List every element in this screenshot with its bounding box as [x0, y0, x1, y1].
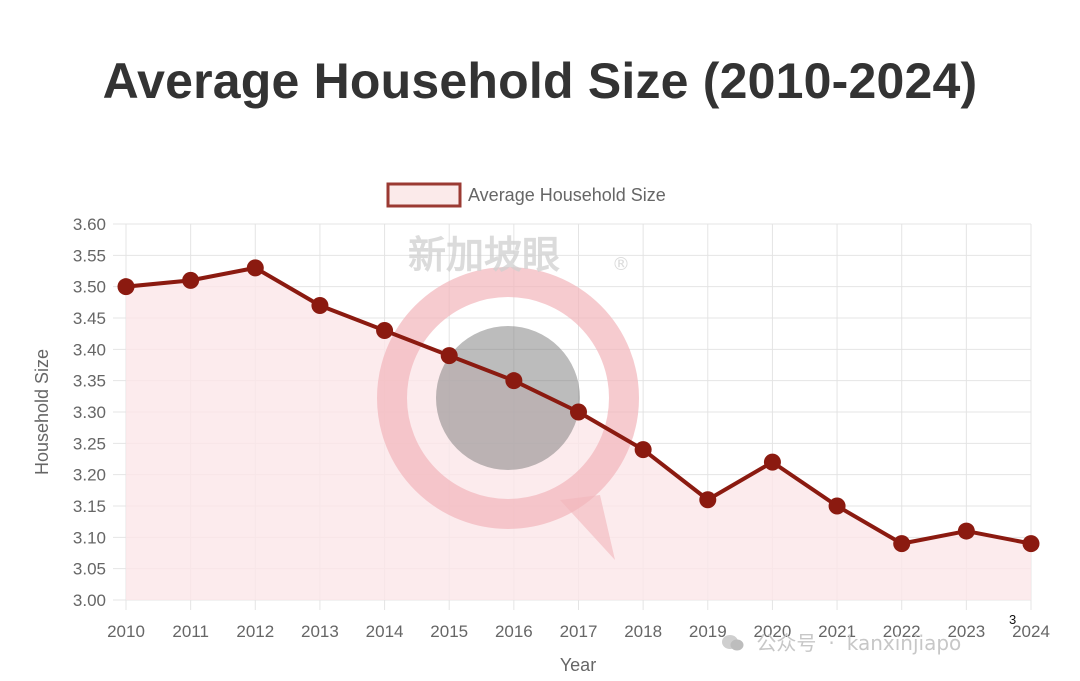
y-tick-label: 3.40	[73, 340, 106, 359]
x-tick-label: 2011	[172, 622, 209, 641]
page-number: 3	[1009, 612, 1017, 627]
data-point	[570, 403, 587, 421]
data-point	[117, 278, 135, 296]
y-tick-label: 3.35	[73, 372, 106, 391]
area-fill	[126, 267, 1031, 600]
x-tick-label: 2014	[366, 622, 404, 641]
y-tick-labels: 3.00 3.05 3.10 3.15 3.20 3.25 3.30 3.35 3.40 3.45…	[73, 215, 106, 610]
y-tick-label: 3.60	[73, 215, 106, 234]
watermark-text: 新加坡眼	[408, 233, 560, 277]
wechat-icon	[722, 633, 744, 651]
data-point	[246, 259, 264, 277]
x-axis-title: Year	[560, 655, 596, 675]
data-point	[311, 296, 329, 314]
series-layer	[117, 259, 1040, 553]
y-tick-label: 3.05	[73, 560, 106, 579]
y-tick-label: 3.25	[73, 434, 106, 453]
x-tick-label: 2013	[301, 622, 339, 641]
x-tick-label: 2012	[236, 622, 274, 641]
y-tick-label: 3.20	[73, 466, 106, 485]
data-point	[634, 441, 652, 459]
legend-swatch	[386, 182, 462, 208]
footer-source: 公众号 · kanxinjiapo	[722, 627, 961, 656]
y-tick-label: 3.00	[73, 591, 106, 610]
data-point	[957, 522, 975, 540]
data-point	[182, 271, 200, 289]
x-tick-label: 2010	[107, 622, 145, 641]
y-tick-label: 3.10	[73, 528, 106, 547]
series-area	[126, 267, 1031, 600]
y-tick-label: 3.30	[73, 403, 106, 422]
legend-label: Average Household Size	[468, 185, 666, 205]
watermark-registered-mark: ®	[612, 254, 630, 275]
x-tick-label: 2021	[818, 622, 856, 641]
x-tick-label: 2018	[624, 622, 662, 641]
y-tick-label: 3.15	[73, 497, 106, 516]
x-tick-label: 2020	[754, 622, 792, 641]
chart-title: Average Household Size (2010-2024)	[102, 53, 978, 109]
x-tick-label: 2023	[947, 622, 985, 641]
y-tick-label: 3.45	[73, 309, 106, 328]
data-point	[763, 453, 781, 471]
x-tick-labels: 2010 2011 2012 2013 2014 2015 2016 2017 2018 2019…	[107, 622, 1050, 641]
watermark-logo: 新加坡眼 ®	[377, 233, 639, 560]
x-tick-label: 2019	[689, 622, 727, 641]
x-tick-label: 2024	[1012, 622, 1050, 641]
data-point	[828, 497, 846, 515]
footer-handle: kanxinjiapo	[846, 631, 962, 655]
data-point	[505, 372, 523, 390]
footer-account-label: 公众号	[756, 631, 817, 655]
data-point	[893, 535, 911, 553]
y-tick-label: 3.55	[73, 246, 106, 265]
x-tick-label: 2015	[430, 622, 468, 641]
data-point	[440, 347, 458, 365]
x-tick-label: 2022	[883, 622, 921, 641]
data-point	[699, 491, 717, 509]
x-tick-label: 2016	[495, 622, 533, 641]
y-tick-label: 3.50	[73, 278, 106, 297]
y-axis-title: Household Size	[32, 349, 52, 475]
x-tick-label: 2017	[560, 622, 598, 641]
data-point	[1022, 535, 1040, 553]
legend[interactable]: Average Household Size	[386, 182, 666, 208]
data-point	[376, 322, 394, 340]
